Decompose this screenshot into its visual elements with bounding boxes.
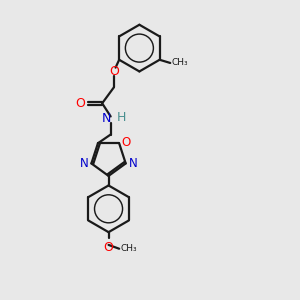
Text: N: N bbox=[101, 112, 111, 125]
Text: N: N bbox=[80, 157, 89, 170]
Text: N: N bbox=[128, 157, 137, 170]
Text: O: O bbox=[122, 136, 131, 149]
Text: CH₃: CH₃ bbox=[121, 244, 137, 253]
Text: H: H bbox=[116, 111, 126, 124]
Text: O: O bbox=[75, 97, 85, 110]
Text: O: O bbox=[109, 65, 119, 78]
Text: CH₃: CH₃ bbox=[172, 58, 188, 68]
Text: O: O bbox=[103, 241, 113, 254]
